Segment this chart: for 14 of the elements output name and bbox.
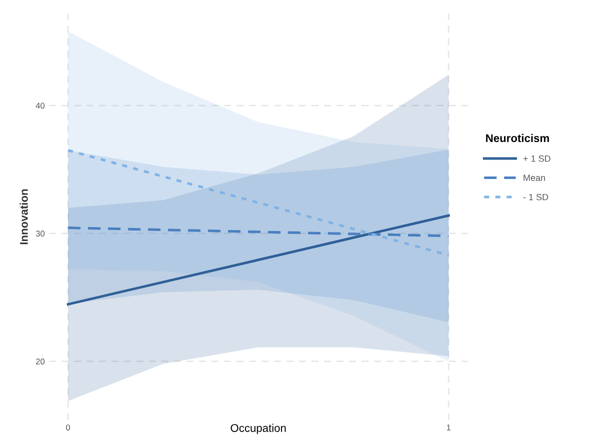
y-tick-label: 40 [36, 102, 45, 109]
legend-label: + 1 SD [523, 155, 550, 162]
legend-label: Mean [524, 174, 545, 181]
x-tick-label: 0 [66, 424, 70, 430]
y-tick-label: 30 [36, 230, 45, 237]
x-tick-label: 1 [446, 424, 451, 430]
line-series [66, 149, 450, 256]
x-axis-title: Occupation [230, 424, 286, 434]
y-axis-title: Innovation [20, 189, 28, 244]
legend-title: Neuroticism [486, 134, 549, 142]
line-series [66, 226, 450, 238]
y-tick-label: 20 [36, 358, 45, 364]
line-series [66, 214, 450, 306]
legend-label: - 1 SD [523, 194, 548, 200]
